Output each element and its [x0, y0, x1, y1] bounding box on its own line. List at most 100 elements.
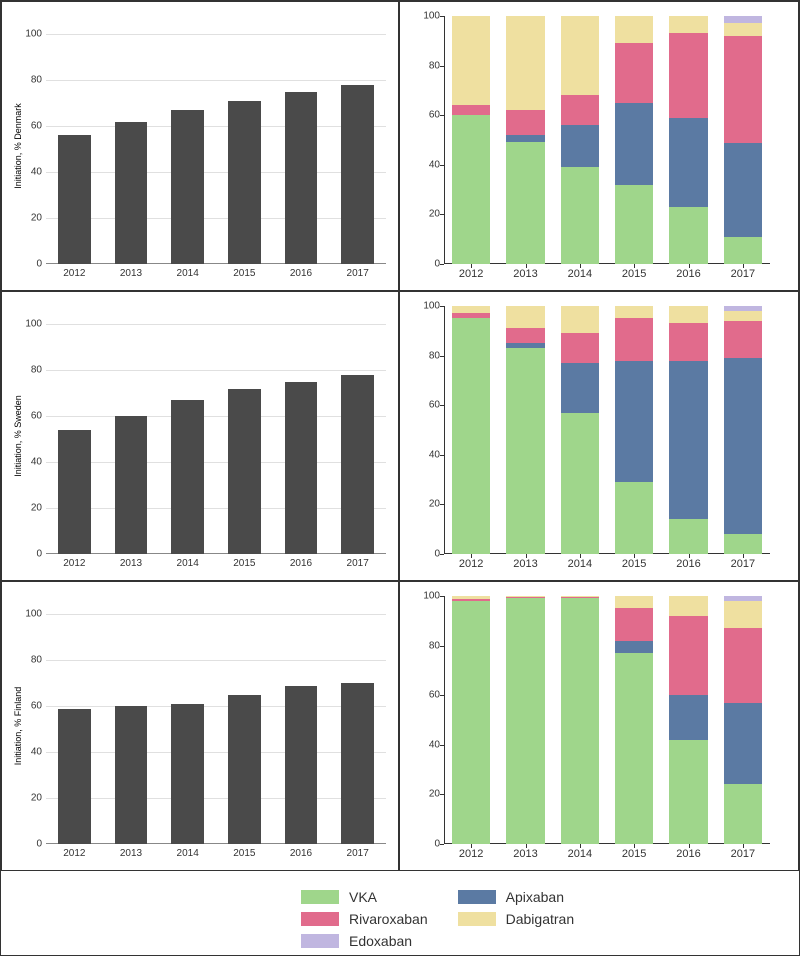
segment-apixaban	[561, 363, 599, 413]
legend-label: VKA	[349, 889, 377, 905]
legend-label: Dabigatran	[506, 911, 575, 927]
bar	[341, 375, 374, 554]
legend-column: Apixaban Dabigatran	[458, 889, 575, 949]
y-tick-label: 100	[25, 319, 46, 330]
baseline	[46, 263, 386, 264]
stacked-bar	[452, 596, 490, 844]
gridline	[46, 706, 386, 707]
segment-rivaroxaban	[561, 333, 599, 363]
legend-label: Apixaban	[506, 889, 564, 905]
segment-dabigatran	[669, 596, 707, 616]
segment-apixaban	[615, 641, 653, 653]
gridline	[46, 614, 386, 615]
segment-rivaroxaban	[615, 43, 653, 103]
x-tick-label: 2012	[63, 844, 85, 859]
segment-rivaroxaban	[506, 110, 544, 135]
stacked-bar	[506, 16, 544, 264]
segment-vka	[561, 598, 599, 844]
gridline	[46, 34, 386, 35]
bar	[171, 400, 204, 554]
y-tick-label: 40	[31, 167, 46, 178]
bar	[228, 101, 261, 264]
plot-area: 020406080100201220132014201520162017	[444, 596, 770, 844]
initiation-bar-panel: Initiation, % Finland0204060801002012201…	[1, 581, 399, 871]
segment-dabigatran	[561, 306, 599, 333]
segment-vka	[561, 167, 599, 264]
bar	[228, 389, 261, 554]
segment-vka	[452, 318, 490, 554]
x-tick-label: 2015	[233, 264, 255, 279]
x-tick-label: 2013	[120, 554, 142, 569]
segment-apixaban	[615, 361, 653, 483]
legend-label: Edoxaban	[349, 933, 412, 949]
x-tick-label: 2015	[233, 844, 255, 859]
stacked-bar	[669, 306, 707, 554]
y-axis-label: Initiation, % Denmark	[13, 103, 23, 189]
gridline	[46, 752, 386, 753]
y-tick-label: 80	[31, 655, 46, 666]
segment-dabigatran	[615, 596, 653, 608]
segment-dabigatran	[724, 23, 762, 35]
gridline	[46, 508, 386, 509]
legend: VKA Rivaroxaban Edoxaban Apixaban Dabigatran	[301, 889, 574, 949]
gridline	[46, 370, 386, 371]
panel-grid: Initiation, % Denmark 0204060801002012201…	[1, 1, 799, 871]
segment-apixaban	[724, 143, 762, 237]
stacked-bar	[506, 306, 544, 554]
legend-swatch	[458, 912, 496, 926]
x-tick-label: 2017	[347, 844, 369, 859]
segment-vka	[615, 185, 653, 264]
y-tick-label: 0	[36, 839, 46, 850]
stacked-bar	[615, 306, 653, 554]
y-tick-label: 0	[36, 259, 46, 270]
y-tick-label: 20	[31, 213, 46, 224]
bar	[285, 92, 318, 264]
y-tick-label: 100	[25, 609, 46, 620]
initiation-bar-panel: Initiation, % Sweden02040608010020122013…	[1, 291, 399, 581]
baseline	[46, 553, 386, 554]
x-tick-label: 2017	[347, 554, 369, 569]
segment-rivaroxaban	[669, 323, 707, 360]
plot-area: 020406080100201220132014201520162017	[46, 16, 386, 264]
stacked-composition-panel: 020406080100201220132014201520162017	[399, 581, 799, 871]
bar	[171, 704, 204, 844]
initiation-bar-panel: Initiation, % Denmark 0204060801002012201…	[1, 1, 399, 291]
segment-vka	[506, 598, 544, 844]
gridline	[46, 80, 386, 81]
panel-row: Initiation, % Finland0204060801002012201…	[1, 581, 799, 871]
y-axis-label: Initiation, % Sweden	[13, 395, 23, 477]
stacked-bar	[724, 596, 762, 844]
bar	[58, 430, 91, 554]
baseline	[46, 843, 386, 844]
legend-item-dabigatran: Dabigatran	[458, 911, 575, 927]
x-tick-label: 2016	[290, 264, 312, 279]
panel-row: Initiation, % Sweden 02040608010020122013…	[1, 291, 799, 581]
bar	[115, 122, 148, 264]
stacked-composition-panel: 020406080100201220132014201520162017	[399, 291, 799, 581]
legend-label: Rivaroxaban	[349, 911, 428, 927]
bar	[115, 416, 148, 554]
stacked-bar	[724, 306, 762, 554]
gridline	[46, 660, 386, 661]
segment-dabigatran	[561, 16, 599, 95]
segment-apixaban	[615, 103, 653, 185]
x-tick-label: 2015	[233, 554, 255, 569]
segment-vka	[615, 482, 653, 554]
segment-vka	[724, 237, 762, 264]
gridline	[46, 218, 386, 219]
bar	[285, 382, 318, 554]
legend-item-rivaroxaban: Rivaroxaban	[301, 911, 428, 927]
legend-swatch	[301, 934, 339, 948]
segment-vka	[669, 740, 707, 844]
x-tick-label: 2014	[177, 844, 199, 859]
bar	[171, 110, 204, 264]
segment-apixaban	[724, 703, 762, 785]
figure: Initiation, % Denmark 0204060801002012201…	[0, 0, 800, 956]
segment-rivaroxaban	[506, 328, 544, 343]
y-tick-label: 40	[31, 747, 46, 758]
segment-dabigatran	[506, 16, 544, 110]
bar	[58, 709, 91, 844]
x-tick-label: 2013	[120, 844, 142, 859]
gridline	[46, 416, 386, 417]
segment-vka	[724, 534, 762, 554]
